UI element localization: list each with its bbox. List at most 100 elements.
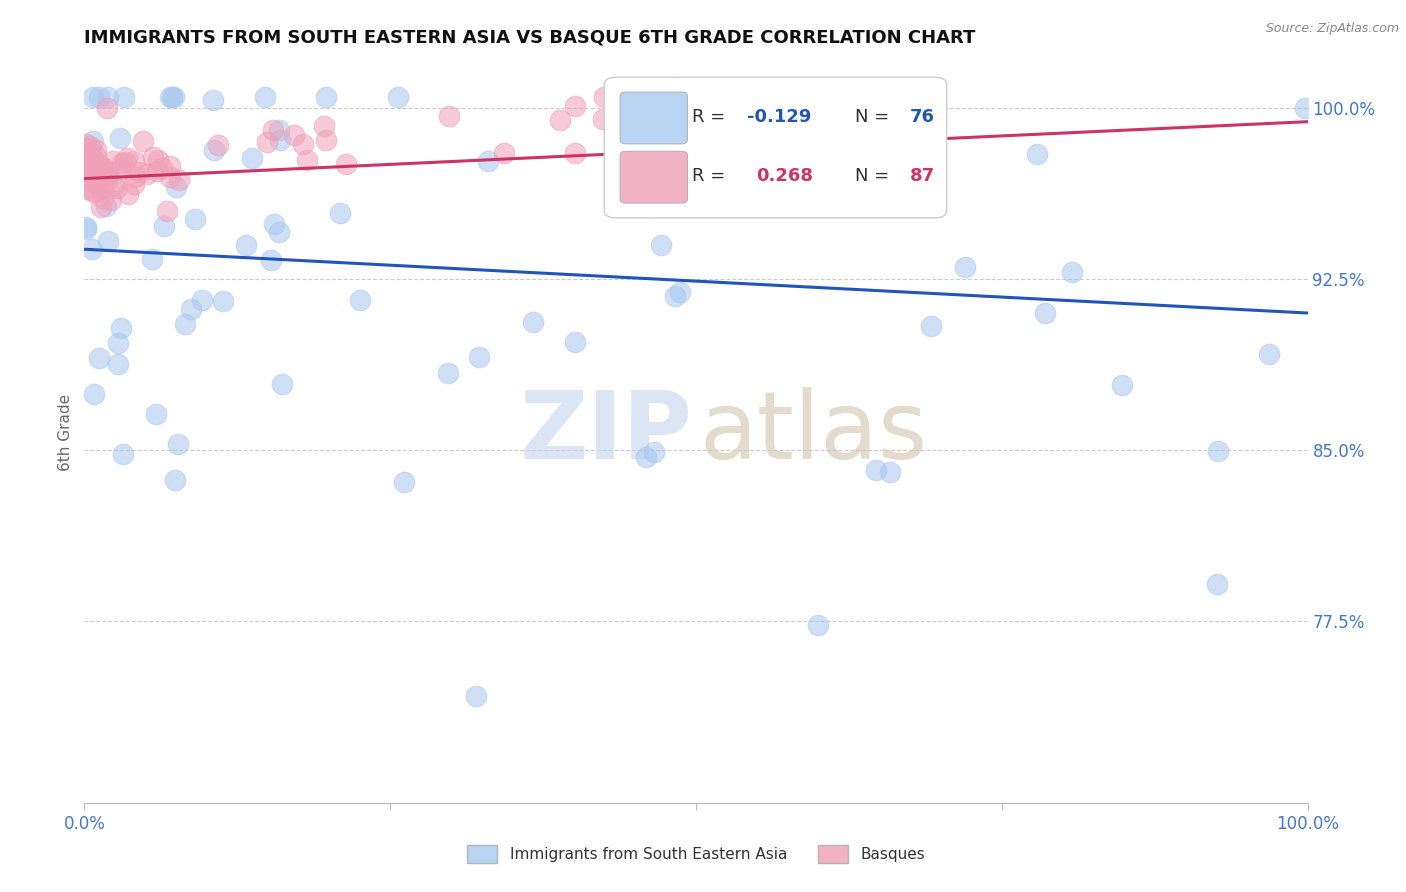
Point — [115, 151, 138, 165]
Point — [664, 288, 686, 302]
Point — [75, 137, 97, 152]
Point — [96, 102, 118, 116]
Point — [295, 153, 318, 167]
Point — [107, 357, 129, 371]
Text: -0.129: -0.129 — [748, 108, 811, 127]
Point — [392, 475, 415, 490]
Point — [256, 136, 278, 150]
Point — [75, 221, 97, 235]
Point — [387, 89, 409, 103]
Point — [314, 120, 336, 134]
Point — [75, 153, 97, 167]
Point — [89, 351, 111, 365]
Point — [146, 153, 169, 168]
Text: 0.268: 0.268 — [756, 168, 813, 186]
Point — [163, 473, 186, 487]
Point — [146, 164, 169, 178]
Point — [315, 133, 337, 147]
Point — [156, 203, 179, 218]
Point — [87, 167, 110, 181]
Point — [201, 93, 224, 107]
Text: 76: 76 — [910, 108, 935, 127]
Point — [1257, 346, 1279, 360]
Point — [77, 164, 100, 178]
Point — [76, 169, 98, 184]
Point — [93, 161, 115, 176]
Point — [79, 164, 101, 178]
Point — [166, 437, 188, 451]
Point — [75, 141, 97, 155]
Point — [1294, 101, 1316, 115]
Point — [153, 219, 176, 233]
Point — [87, 178, 110, 192]
Point — [329, 206, 352, 220]
Point — [124, 169, 146, 184]
Point — [669, 285, 692, 299]
Point — [260, 253, 283, 268]
Point — [468, 351, 491, 365]
Text: R =: R = — [692, 108, 731, 127]
Point — [564, 145, 586, 160]
Point — [292, 136, 315, 151]
Point — [522, 316, 544, 330]
Point — [80, 242, 103, 256]
Text: Source: ZipAtlas.com: Source: ZipAtlas.com — [1265, 22, 1399, 36]
Point — [807, 618, 830, 632]
Point — [643, 445, 665, 459]
FancyBboxPatch shape — [605, 78, 946, 218]
Point — [665, 89, 688, 103]
Point — [142, 150, 165, 164]
Point — [132, 134, 155, 148]
Point — [564, 334, 586, 349]
Point — [89, 159, 111, 173]
Point — [207, 137, 229, 152]
Point — [77, 146, 100, 161]
Point — [789, 102, 811, 116]
Point — [97, 89, 120, 103]
Point — [82, 151, 104, 165]
Point — [117, 186, 139, 201]
Point — [150, 161, 173, 176]
Point — [80, 164, 103, 178]
Point — [315, 89, 337, 103]
Y-axis label: 6th Grade: 6th Grade — [58, 394, 73, 471]
Point — [349, 293, 371, 307]
Point — [100, 193, 122, 207]
Point — [283, 128, 305, 143]
Point — [105, 181, 128, 195]
FancyBboxPatch shape — [620, 152, 688, 203]
Point — [110, 161, 132, 176]
Text: N =: N = — [855, 168, 896, 186]
Point — [112, 89, 135, 103]
Point — [436, 366, 458, 380]
Point — [77, 171, 100, 186]
Point — [76, 158, 98, 172]
Point — [122, 154, 145, 169]
Text: ZIP: ZIP — [519, 386, 692, 479]
Point — [128, 165, 150, 179]
Point — [75, 172, 97, 186]
Point — [84, 143, 107, 157]
Point — [135, 167, 157, 181]
Point — [202, 143, 225, 157]
Point — [865, 463, 887, 477]
Point — [167, 173, 190, 187]
Point — [1111, 377, 1133, 392]
Point — [621, 126, 644, 140]
Point — [253, 89, 276, 103]
Point — [96, 168, 118, 182]
Point — [592, 112, 614, 126]
Point — [141, 252, 163, 267]
Point — [82, 171, 104, 186]
Point — [631, 133, 654, 147]
Point — [548, 113, 571, 128]
Point — [83, 185, 105, 199]
Point — [1025, 147, 1047, 161]
FancyBboxPatch shape — [620, 92, 688, 144]
Point — [1062, 265, 1084, 279]
Point — [79, 172, 101, 186]
Text: N =: N = — [855, 108, 896, 127]
Point — [91, 190, 114, 204]
Point — [744, 89, 766, 103]
Point — [1033, 306, 1056, 320]
